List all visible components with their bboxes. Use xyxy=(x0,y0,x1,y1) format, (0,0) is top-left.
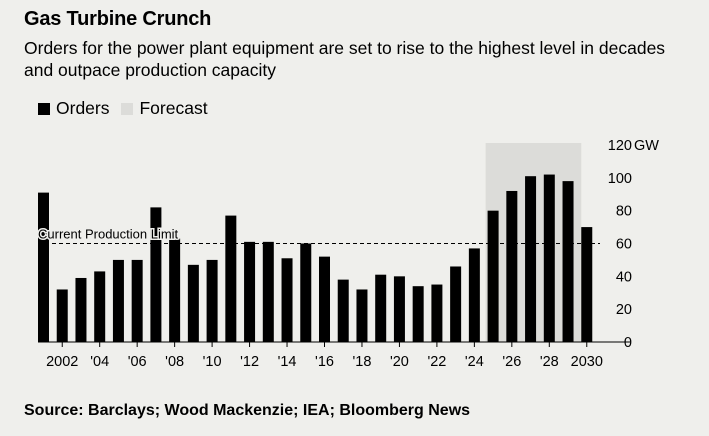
bar-2018 xyxy=(356,289,368,342)
x-tick-label-2004: '04 xyxy=(90,354,109,370)
x-tick-label-2030: 2030 xyxy=(571,354,603,370)
y-tick-label-80: 80 xyxy=(616,204,632,220)
y-tick-label-60: 60 xyxy=(616,237,632,253)
source-note: Source: Barclays; Wood Mackenzie; IEA; B… xyxy=(24,402,471,419)
chart-title: Gas Turbine Crunch xyxy=(24,8,212,30)
legend-swatch-forecast xyxy=(121,102,134,115)
x-tick-label-2020: '20 xyxy=(390,354,409,370)
bar-2010 xyxy=(206,259,218,342)
bar-2030 xyxy=(581,227,593,342)
bar-2005 xyxy=(112,259,124,342)
bar-2027 xyxy=(525,176,537,342)
legend-item-forecast: Forecast xyxy=(121,98,208,119)
y-unit-label: GW xyxy=(634,138,659,154)
x-tick-label-2016: '16 xyxy=(315,354,334,370)
x-tick-label-2008: '08 xyxy=(165,354,184,370)
legend-label-orders: Orders xyxy=(56,98,110,118)
bar-2007 xyxy=(150,207,162,342)
bar-2017 xyxy=(337,279,349,342)
y-tick-label-0: 0 xyxy=(624,335,632,351)
bar-2016 xyxy=(319,256,330,342)
chart-subtitle: Orders for the power plant equipment are… xyxy=(24,38,666,80)
legend-label-forecast: Forecast xyxy=(139,98,208,118)
legend: Orders Forecast xyxy=(38,98,208,119)
x-tick-label-2012: '12 xyxy=(240,354,259,370)
production-limit-label: Current Production Limit xyxy=(38,227,179,242)
bar-2024 xyxy=(468,248,480,342)
x-tick-label-2024: '24 xyxy=(465,354,484,370)
bar-2008 xyxy=(169,238,181,342)
x-tick-label-2028: '28 xyxy=(540,354,559,370)
bar-2026 xyxy=(506,190,518,342)
x-tick-label-2014: '14 xyxy=(278,354,297,370)
x-tick-label-2026: '26 xyxy=(502,354,521,370)
bar-2013 xyxy=(262,241,274,342)
bar-2014 xyxy=(281,258,293,342)
bar-2020 xyxy=(393,276,405,342)
x-tick-label-2010: '10 xyxy=(203,354,222,370)
y-tick-label-120: 120 xyxy=(608,138,632,154)
y-tick-label-20: 20 xyxy=(616,302,632,318)
bar-2009 xyxy=(187,264,199,342)
bar-2011 xyxy=(225,215,237,342)
x-tick-label-2006: '06 xyxy=(128,354,147,370)
bar-2025 xyxy=(487,210,499,342)
bar-2021 xyxy=(412,286,424,342)
bar-2023 xyxy=(450,266,462,342)
bar-2015 xyxy=(300,243,312,342)
bar-2022 xyxy=(431,284,443,342)
x-tick-label-2002: 2002 xyxy=(46,354,78,370)
y-tick-label-100: 100 xyxy=(608,171,632,187)
bar-2029 xyxy=(562,181,574,342)
legend-swatch-orders xyxy=(38,102,50,115)
bar-2028 xyxy=(543,174,555,342)
bar-2004 xyxy=(94,271,106,342)
x-tick-label-2022: '22 xyxy=(427,354,446,370)
bar-2006 xyxy=(131,259,143,342)
bar-2003 xyxy=(75,277,87,342)
bar-2012 xyxy=(244,241,256,342)
bar-2019 xyxy=(375,274,387,342)
legend-item-orders: Orders xyxy=(38,98,109,119)
y-tick-label-40: 40 xyxy=(616,269,632,285)
bar-2002 xyxy=(56,289,68,342)
x-tick-label-2018: '18 xyxy=(353,354,372,370)
bar-2001 xyxy=(38,192,49,342)
